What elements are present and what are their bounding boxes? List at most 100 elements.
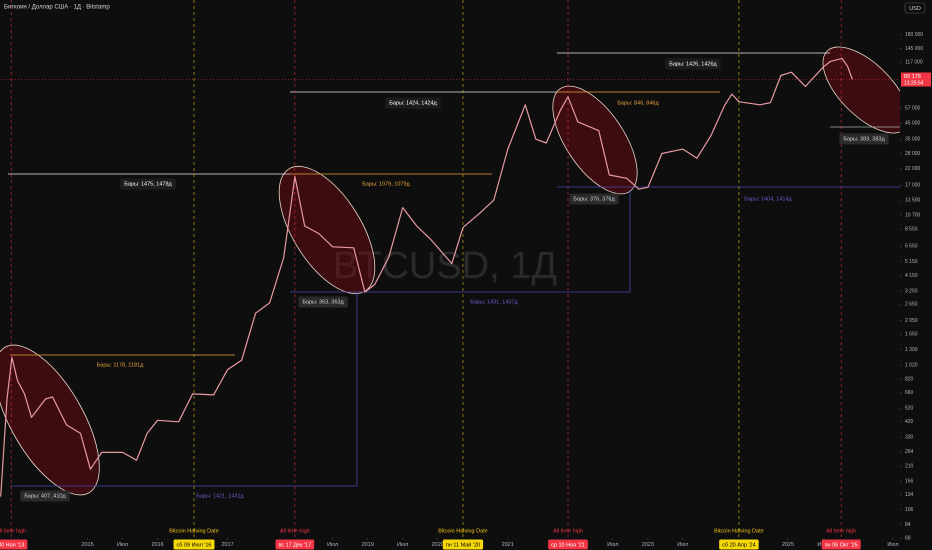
currency[interactable]: USD: [909, 6, 921, 12]
y-tick-label: 166: [905, 478, 914, 484]
marks: [0, 0, 900, 538]
y-tick-label: 1 300: [905, 347, 918, 353]
annotation: Бары: 1178, 1181д: [97, 362, 144, 368]
event-date-box: [442, 539, 484, 550]
y-tick-label: 6 550: [905, 244, 918, 250]
event-date-box: [719, 539, 759, 550]
countdown: 13:25:54: [904, 80, 924, 86]
annotation-box: [665, 58, 721, 70]
y-tick-label: 330: [905, 435, 914, 441]
y-tick-label: 84: [905, 522, 911, 528]
y-tick-label: 4 150: [905, 273, 918, 279]
y-tick-label: 2 650: [905, 301, 918, 307]
annotation-box: [20, 490, 70, 502]
y-tick-label: 3 250: [905, 288, 918, 294]
last-price-label: 89 178: [904, 74, 921, 80]
event-date: сб 20 Апр '24: [722, 542, 755, 548]
event-date-box: [173, 539, 215, 550]
annotation: Бары: 1424, 1424д: [389, 100, 437, 106]
y-tick-label: 22 000: [905, 166, 921, 172]
y-tick-label: 420: [905, 419, 914, 425]
event-caption: All time high: [0, 528, 26, 534]
annotation-box: [120, 178, 176, 190]
range-line: [290, 190, 631, 293]
y-tick-label: 1 650: [905, 332, 918, 338]
event-date-box: [0, 539, 28, 550]
event-caption: Bitcoin Halving Date: [714, 528, 764, 534]
currency-button[interactable]: [904, 2, 926, 14]
annotation-box: [569, 193, 619, 205]
y-tick-label: 8 550: [905, 227, 918, 233]
annotation-box: [385, 97, 441, 109]
annotation: Бары: 407, 410д: [24, 493, 66, 499]
annotation: Бары: 383, 383д: [843, 136, 885, 142]
y-tick-label: 17 000: [905, 183, 921, 189]
watermark: BTCUSD, 1Д: [333, 245, 557, 287]
x-tick-label: 2021: [502, 542, 514, 548]
x-tick-label: 2017: [222, 542, 234, 548]
annotation: Бары: 1431, 1437д: [470, 299, 518, 305]
x-tick-label: Июл: [397, 542, 408, 548]
x-tick-label: 2016: [151, 542, 163, 548]
price-axis: [900, 0, 932, 550]
annotation: Бары: 1404, 1414д: [744, 196, 792, 202]
annotation: Бары: 1079, 1079д: [362, 181, 410, 187]
x-tick-label: 2019: [362, 542, 374, 548]
event-caption: All time high: [553, 528, 583, 534]
event-date: 30 Ноя '13: [0, 542, 24, 548]
event-caption: Bitcoin Halving Date: [169, 528, 219, 534]
event-date: пн 11 Май '20: [446, 541, 480, 548]
y-tick-label: 10 700: [905, 212, 921, 218]
x-tick-label: Июл: [327, 542, 338, 548]
event-date-box: [548, 539, 588, 550]
event-date: ср 10 Ноя '21: [551, 542, 585, 548]
x-tick-label: 2020: [432, 542, 444, 548]
y-tick-label: 210: [905, 463, 914, 469]
y-tick-label: 45 000: [905, 121, 921, 127]
y-tick-label: 28 000: [905, 151, 921, 157]
x-tick-label: Июл: [677, 542, 688, 548]
last-price-box: [901, 72, 931, 87]
y-tick-label: 1 020: [905, 362, 918, 368]
y-tick-label: 134: [905, 492, 914, 498]
annotation: Бары: 1475, 1478д: [124, 181, 172, 187]
y-tick-label: 5 150: [905, 259, 918, 265]
y-tick-label: 2 050: [905, 318, 918, 324]
price-line: [0, 57, 853, 497]
y-tick-label: 520: [905, 405, 914, 411]
annotation: Бары: 1421, 1431д: [196, 493, 244, 499]
annotation: Бары: 363, 363д: [302, 299, 344, 305]
annotation: Бары: 1426, 1426д: [669, 61, 717, 67]
y-tick-label: 68: [905, 535, 911, 541]
y-tick-label: 57 000: [905, 105, 921, 111]
y-tick-label: 820: [905, 376, 914, 382]
x-tick-label: Июл: [117, 542, 128, 548]
event-date: сб 09 Июл '16: [177, 542, 212, 548]
x-tick-label: Июл: [887, 542, 898, 548]
x-tick-label: 2025: [782, 542, 794, 548]
annotation-box: [839, 133, 889, 145]
y-tick-label: 13 500: [905, 197, 921, 203]
annotation: Бары: 846, 846д: [617, 100, 659, 106]
range-line: [10, 292, 358, 487]
symbol-title: Биткоин / Доллар США · 1Д · Bitstamp: [4, 5, 110, 11]
x-tick-label: 2023: [642, 542, 654, 548]
y-tick-label: 35 000: [905, 137, 921, 143]
y-tick-label: 145 000: [905, 46, 923, 52]
event-date-box: [275, 539, 315, 550]
event-date-box: [821, 539, 861, 550]
annotation-box: [298, 296, 348, 308]
event-date: пн 06 Окт '25: [825, 542, 858, 548]
event-caption: Bitcoin Halving Date: [438, 528, 488, 534]
y-tick-label: 660: [905, 390, 914, 396]
y-tick-label: 106: [905, 507, 914, 513]
y-tick-label: 264: [905, 449, 914, 455]
event-caption: All time high: [280, 528, 310, 534]
annotation: Бары: 376, 376д: [573, 196, 615, 202]
event-caption: All time high: [826, 528, 856, 534]
y-tick-label: 117 000: [905, 59, 923, 65]
y-tick-label: 180 000: [905, 32, 923, 38]
x-tick-label: 2015: [81, 542, 93, 548]
